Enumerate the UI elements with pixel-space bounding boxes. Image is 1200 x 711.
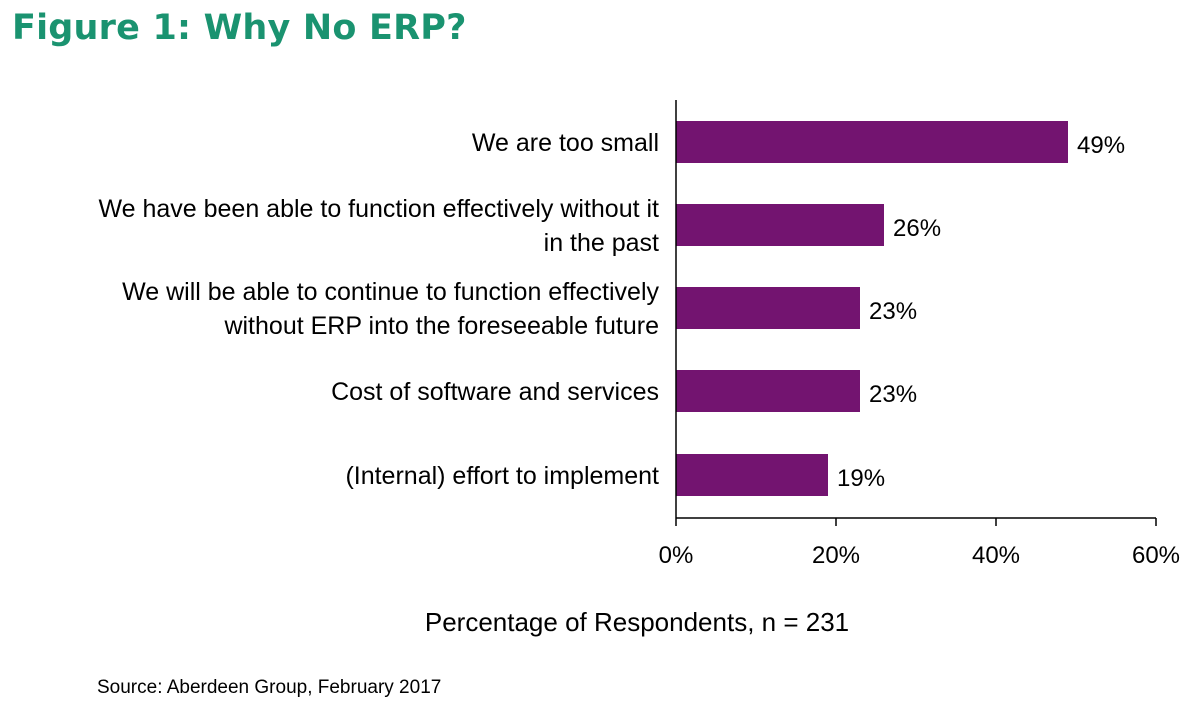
x-axis-title: Percentage of Respondents, n = 231 [425,607,849,637]
value-label: 19% [837,465,885,492]
value-label: 23% [869,298,917,325]
bar [676,204,884,246]
category-label: (Internal) effort to implement [345,462,659,490]
category-label: We have been able to function effectivel… [98,195,659,223]
category-label: We are too small [472,129,659,157]
bar [676,121,1068,163]
value-label: 26% [893,215,941,242]
category-label: without ERP into the foreseeable future [223,312,659,340]
category-label: We will be able to continue to function … [122,278,659,306]
bar [676,370,860,412]
x-tick-label: 40% [972,542,1020,569]
x-tick-label: 20% [812,542,860,569]
bar [676,287,860,329]
x-tick-label: 60% [1132,542,1180,569]
x-tick-label: 0% [659,542,694,569]
value-label: 49% [1077,132,1125,159]
value-label: 23% [869,381,917,408]
figure-title: Figure 1: Why No ERP? [12,8,467,48]
category-label: Cost of software and services [331,378,659,406]
source-note: Source: Aberdeen Group, February 2017 [97,677,442,698]
category-label: in the past [544,229,659,257]
bar [676,454,828,496]
